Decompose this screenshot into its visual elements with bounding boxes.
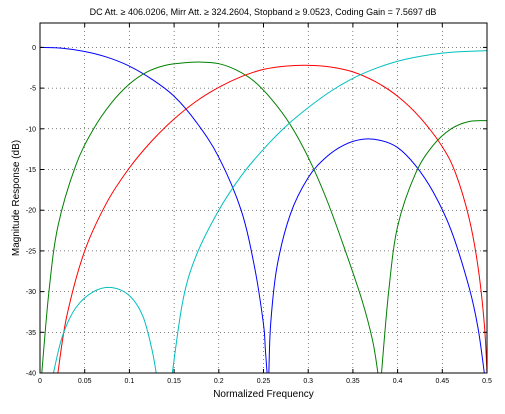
y-tick-label: -10 [26,126,36,133]
x-tick-label: 0.35 [346,378,360,385]
series-1-line-segment-2 [268,138,485,374]
x-axis-label: Normalized Frequency [213,389,314,400]
chart-title: DC Att. ≥ 406.0206, Mirr Att. ≥ 324.2604… [90,7,437,17]
x-tick-label: 0.15 [167,378,181,385]
series-1-line-segment-1 [39,46,268,374]
y-tick-label: -5 [30,86,36,93]
x-tick-label: 0.5 [482,378,492,385]
x-tick-label: 0.2 [214,378,224,385]
series-2-line-segment-1 [41,61,379,374]
x-tick-label: 0.05 [78,378,92,385]
series-3-line-segment-1 [57,64,488,374]
x-tick-label: 0 [38,378,42,385]
y-tick-label: -40 [26,371,36,378]
series-lines [39,46,488,374]
series-4-line-segment-1 [52,286,157,374]
y-tick-label: 0 [32,45,36,52]
x-tick-label: 0.4 [393,378,403,385]
y-tick-label: -15 [26,167,36,174]
x-tick-label: 0.3 [303,378,313,385]
x-tick-label: 0.1 [125,378,135,385]
series-4-line-segment-2 [171,50,488,374]
x-tick-label: 0.45 [435,378,449,385]
axis-ticks: 0 0.05 0.1 0.15 0.2 0.25 0.3 0.35 0.4 0.45 0.5 0 -5 -… [26,23,492,385]
y-tick-label: -30 [26,289,36,296]
x-tick-label: 0.25 [257,378,271,385]
y-tick-label: -35 [26,330,36,337]
series-2-line-segment-2 [381,120,488,374]
y-tick-label: -25 [26,248,36,255]
y-axis-label: Magnitude Response (dB) [11,140,22,256]
y-tick-label: -20 [26,208,36,215]
